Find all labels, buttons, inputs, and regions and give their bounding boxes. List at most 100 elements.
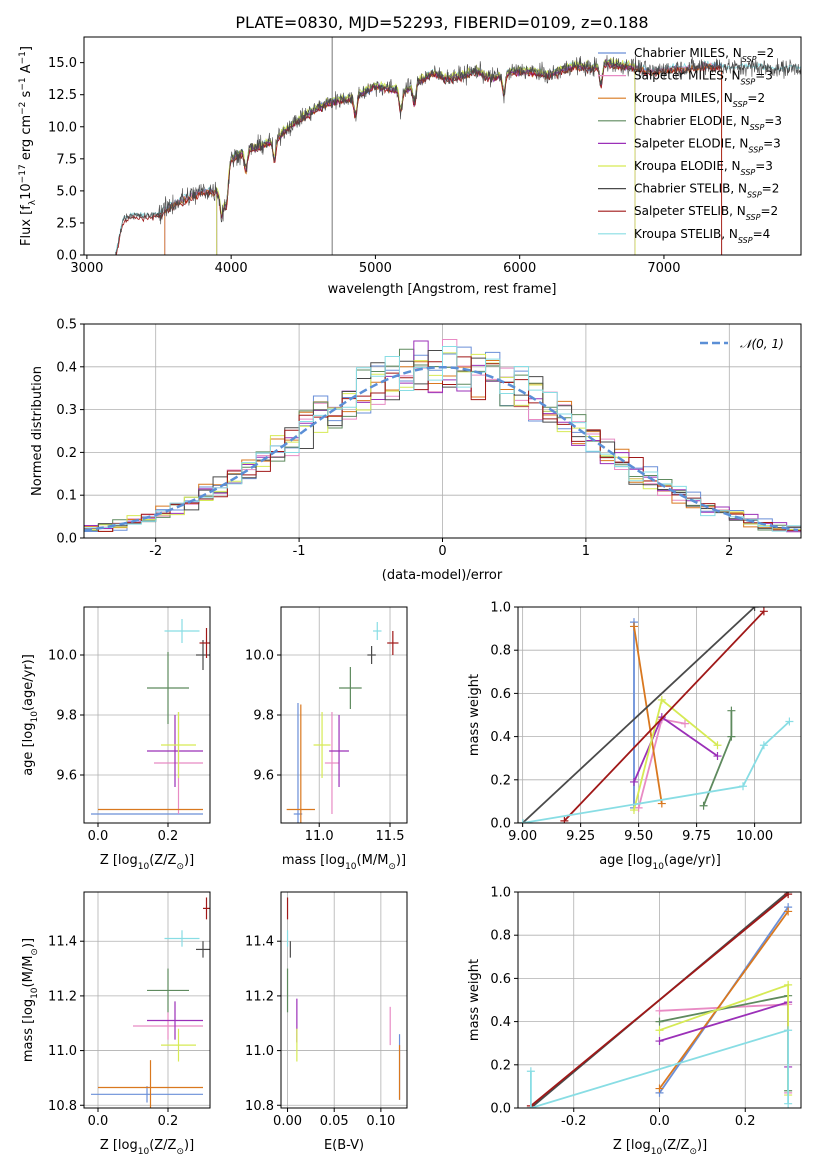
marker-kroupa-miles bbox=[629, 622, 638, 631]
line-kroupa-miles bbox=[658, 910, 789, 1090]
model-salpeter-stelib bbox=[115, 62, 723, 255]
x-axis-label-part: ⊙ bbox=[176, 1147, 184, 1157]
legend-entry-salpeter-miles: Salpeter MILES, NSSP=3 bbox=[634, 69, 773, 87]
x-tick-label: 0.10 bbox=[366, 1114, 395, 1129]
line-salpeter-elodie bbox=[633, 715, 719, 783]
y-axis-label: mass weight bbox=[467, 674, 482, 756]
marker-chabrier-elodie bbox=[727, 706, 736, 715]
y-tick-label: 11.4 bbox=[245, 935, 274, 950]
y-axis-label-part: (age/yr)] bbox=[21, 654, 36, 711]
line-kroupa-stelib bbox=[522, 720, 791, 823]
x-tick-label: 0.0 bbox=[649, 1114, 670, 1129]
x-tick-label: 0.05 bbox=[320, 1114, 349, 1129]
marker-kroupa-elodie bbox=[629, 806, 638, 815]
axes-frame bbox=[83, 36, 802, 256]
legend-sep: , N bbox=[733, 114, 750, 128]
x-axis-label-part: Z [log bbox=[613, 1138, 651, 1153]
axes-frame bbox=[517, 606, 802, 824]
marker-kroupa-stelib bbox=[784, 1026, 793, 1035]
marker-kroupa-miles bbox=[655, 1084, 664, 1093]
x-axis-label-part: (Z/Z bbox=[149, 853, 176, 868]
point-salpeter-elodie bbox=[147, 715, 203, 787]
legend-sep: , N bbox=[724, 159, 741, 173]
marker-kroupa-stelib bbox=[759, 741, 768, 750]
y-axis-label-part: )] bbox=[21, 938, 36, 948]
x-tick-label: -2 bbox=[149, 544, 162, 559]
x-axis-label-part: age [log bbox=[599, 853, 652, 868]
point-salpeter-miles bbox=[133, 1012, 203, 1040]
legend-entry-chabrier-stelib: Chabrier STELIB, NSSP=2 bbox=[634, 182, 779, 200]
x-tick-label: 0.00 bbox=[273, 1114, 302, 1129]
legend-entry-kroupa-elodie: Kroupa ELODIE, NSSP=3 bbox=[634, 159, 773, 177]
x-tick-label: 2 bbox=[725, 544, 733, 559]
point-chabrier-miles bbox=[91, 1086, 203, 1103]
x-axis-label: age [log10(age/yr)] bbox=[599, 853, 721, 872]
plot-area bbox=[281, 607, 407, 823]
legend-entry-salpeter-elodie: Salpeter ELODIE, NSSP=3 bbox=[634, 136, 781, 154]
x-axis-label: mass [log10(M/M⊙)] bbox=[282, 853, 406, 872]
panel-age-vs-mass: 11.0 11.5 9.6 9.8 10.0 bbox=[245, 606, 408, 844]
legend-eq: = bbox=[753, 227, 763, 241]
legend-entry-chabrier-elodie: Chabrier ELODIE, NSSP=3 bbox=[634, 114, 782, 132]
x-axis-label-part: mass [log bbox=[282, 853, 345, 868]
y-tick-label: 2.5 bbox=[56, 216, 77, 231]
point-chabrier-elodie bbox=[147, 968, 189, 1013]
point-kroupa-miles bbox=[98, 1060, 203, 1108]
marker-kroupa-stelib bbox=[785, 717, 794, 726]
legend-eq: = bbox=[763, 136, 773, 150]
point-salpeter-elodie bbox=[329, 715, 349, 787]
marker-kroupa-miles bbox=[784, 907, 793, 916]
x-tick-label: 4000 bbox=[215, 261, 248, 276]
legend-eq: = bbox=[755, 69, 765, 83]
legend-name: Salpeter MILES bbox=[634, 69, 724, 83]
y-tick-label: 1.0 bbox=[490, 601, 511, 616]
y-axis-label: age [log10(age/yr)] bbox=[21, 654, 40, 776]
x-tick-label: 0.2 bbox=[158, 829, 179, 844]
line-salpeter-stelib bbox=[530, 893, 789, 1107]
y-tick-label: 10.0 bbox=[48, 120, 77, 135]
marker-salpeter-elodie bbox=[655, 1037, 664, 1046]
x-tick-label: 9.50 bbox=[624, 829, 653, 844]
y-axis-label: Flux [fλ10−17 erg cm−2 s−1 A−1] bbox=[18, 46, 38, 246]
y-tick-label: 11.0 bbox=[48, 1044, 77, 1059]
x-axis-label-part: 10 bbox=[651, 1147, 663, 1157]
legend-nssp: 2 bbox=[772, 182, 780, 196]
legend-name: Salpeter STELIB bbox=[634, 204, 729, 218]
y-axis-label-part: −1 bbox=[18, 51, 28, 64]
point-chabrier-stelib bbox=[196, 640, 210, 670]
legend-sub: SSP bbox=[742, 55, 757, 64]
x-axis-label-part: 10 bbox=[652, 862, 664, 872]
panel-weight-vs-Z: -0.2 0.0 0.2 0.0 0.2 0.4 0.6 0.8 1.0 bbox=[490, 886, 802, 1129]
observed-spectrum bbox=[115, 55, 801, 255]
y-axis-label: mass weight bbox=[467, 959, 482, 1041]
point-salpeter-stelib bbox=[203, 897, 210, 920]
normal-curve bbox=[84, 366, 799, 532]
plot-area bbox=[518, 607, 801, 823]
point-chabrier-stelib bbox=[367, 646, 376, 664]
plot-area bbox=[84, 892, 210, 1108]
legend-sub: SSP bbox=[746, 213, 761, 222]
legend-name: Kroupa STELIB bbox=[634, 227, 721, 241]
x-axis-label-part: )] bbox=[697, 1138, 707, 1153]
legend-sub: SSP bbox=[733, 100, 748, 109]
y-tick-label: 0.2 bbox=[56, 446, 77, 461]
marker-chabrier-elodie bbox=[655, 1017, 664, 1026]
x-tick-label: 0.2 bbox=[158, 1114, 179, 1129]
axes-frame bbox=[280, 891, 408, 1109]
legend-nssp: 2 bbox=[771, 204, 779, 218]
marker-kroupa-stelib bbox=[518, 819, 527, 823]
y-tick-label: 0.0 bbox=[490, 1102, 511, 1117]
chart-title: PLATE=0830, MJD=52293, FIBERID=0109, z=0… bbox=[235, 13, 648, 32]
x-axis-label-part: )] bbox=[184, 853, 194, 868]
x-tick-label: -0.2 bbox=[561, 1114, 586, 1129]
legend-sep: , N bbox=[721, 227, 738, 241]
marker-kroupa-stelib bbox=[739, 782, 748, 791]
point-kroupa-miles bbox=[286, 704, 315, 823]
x-tick-label: 7000 bbox=[647, 261, 680, 276]
y-tick-label: 10.0 bbox=[48, 649, 77, 664]
legend-eq: = bbox=[747, 91, 757, 105]
x-axis-label-part: (Z/Z bbox=[662, 1138, 689, 1153]
point-chabrier-stelib bbox=[196, 941, 210, 958]
panel-residuals: -2 -1 0 1 2 0.0 0.1 0.2 0.3 0.4 0.5 bbox=[56, 318, 802, 559]
marker-salpeter-elodie bbox=[629, 777, 638, 786]
